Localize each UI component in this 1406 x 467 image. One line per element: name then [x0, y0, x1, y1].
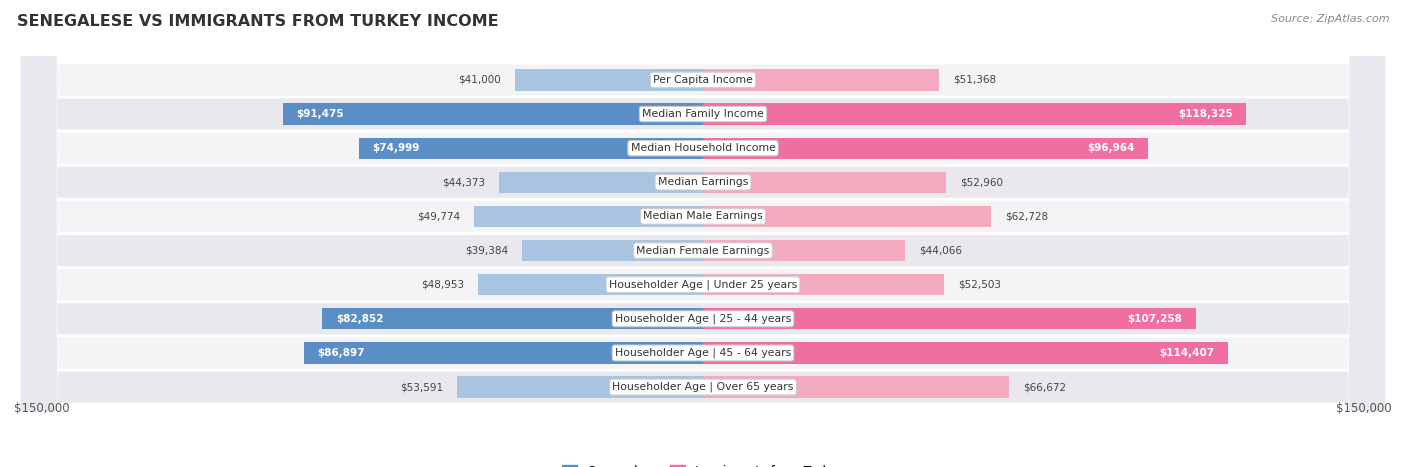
Bar — [703, 206, 991, 227]
Text: $51,368: $51,368 — [953, 75, 995, 85]
Text: Per Capita Income: Per Capita Income — [652, 75, 754, 85]
Text: $66,672: $66,672 — [1024, 382, 1066, 392]
Text: Median Household Income: Median Household Income — [630, 143, 776, 153]
Text: Householder Age | Over 65 years: Householder Age | Over 65 years — [612, 382, 794, 392]
Text: Householder Age | 45 - 64 years: Householder Age | 45 - 64 years — [614, 348, 792, 358]
FancyBboxPatch shape — [21, 0, 1385, 467]
Text: $49,774: $49,774 — [418, 212, 461, 221]
Text: $107,258: $107,258 — [1128, 314, 1182, 324]
Text: $39,384: $39,384 — [465, 246, 509, 255]
Bar — [703, 274, 945, 295]
Text: Householder Age | 25 - 44 years: Householder Age | 25 - 44 years — [614, 313, 792, 324]
FancyBboxPatch shape — [21, 0, 1385, 467]
Text: $74,999: $74,999 — [373, 143, 419, 153]
Bar — [359, 138, 703, 159]
Text: $44,066: $44,066 — [920, 246, 962, 255]
FancyBboxPatch shape — [21, 0, 1385, 467]
Bar — [703, 308, 1195, 329]
Bar — [478, 274, 703, 295]
Text: $114,407: $114,407 — [1160, 348, 1215, 358]
Bar — [499, 172, 703, 193]
Text: $150,000: $150,000 — [1336, 402, 1392, 415]
Text: $96,964: $96,964 — [1087, 143, 1135, 153]
Text: $44,373: $44,373 — [443, 177, 485, 187]
Text: Median Earnings: Median Earnings — [658, 177, 748, 187]
Bar — [283, 104, 703, 125]
Text: Householder Age | Under 25 years: Householder Age | Under 25 years — [609, 279, 797, 290]
Text: $53,591: $53,591 — [399, 382, 443, 392]
Text: Median Family Income: Median Family Income — [643, 109, 763, 119]
Text: $86,897: $86,897 — [318, 348, 366, 358]
Bar — [703, 240, 905, 261]
Bar — [703, 376, 1010, 398]
Bar — [457, 376, 703, 398]
Bar — [703, 69, 939, 91]
FancyBboxPatch shape — [21, 0, 1385, 467]
FancyBboxPatch shape — [21, 0, 1385, 467]
Text: $41,000: $41,000 — [458, 75, 501, 85]
Bar — [703, 138, 1149, 159]
FancyBboxPatch shape — [21, 0, 1385, 467]
Text: Median Male Earnings: Median Male Earnings — [643, 212, 763, 221]
Bar — [304, 342, 703, 363]
Bar — [703, 342, 1229, 363]
Bar — [703, 104, 1247, 125]
Bar — [322, 308, 703, 329]
Text: $91,475: $91,475 — [297, 109, 344, 119]
Bar — [474, 206, 703, 227]
Text: $118,325: $118,325 — [1178, 109, 1233, 119]
Legend: Senegalese, Immigrants from Turkey: Senegalese, Immigrants from Turkey — [557, 460, 849, 467]
Text: Median Female Earnings: Median Female Earnings — [637, 246, 769, 255]
Text: $52,960: $52,960 — [960, 177, 1002, 187]
FancyBboxPatch shape — [21, 0, 1385, 467]
Bar — [522, 240, 703, 261]
Bar — [703, 172, 946, 193]
Text: $62,728: $62,728 — [1005, 212, 1047, 221]
FancyBboxPatch shape — [21, 0, 1385, 467]
FancyBboxPatch shape — [21, 0, 1385, 467]
Bar — [515, 69, 703, 91]
Text: $82,852: $82,852 — [336, 314, 384, 324]
Text: $48,953: $48,953 — [422, 280, 464, 290]
Text: $52,503: $52,503 — [957, 280, 1001, 290]
Text: Source: ZipAtlas.com: Source: ZipAtlas.com — [1271, 14, 1389, 24]
Text: $150,000: $150,000 — [14, 402, 70, 415]
Text: SENEGALESE VS IMMIGRANTS FROM TURKEY INCOME: SENEGALESE VS IMMIGRANTS FROM TURKEY INC… — [17, 14, 499, 29]
FancyBboxPatch shape — [21, 0, 1385, 467]
